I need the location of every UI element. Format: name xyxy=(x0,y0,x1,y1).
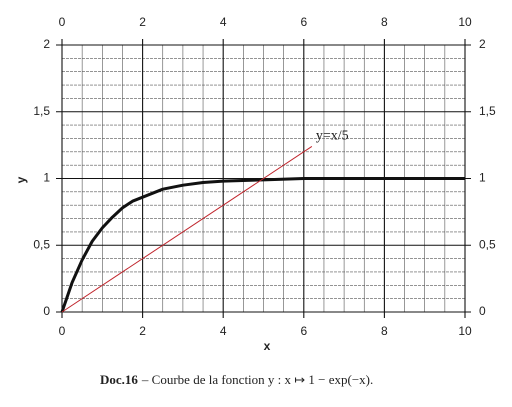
x-tick-label-top: 2 xyxy=(139,15,146,29)
y-tick-label: 1,5 xyxy=(33,104,50,118)
y-tick-label: 0,5 xyxy=(33,237,50,251)
x-tick-label-top: 4 xyxy=(220,15,227,29)
x-tick-label: 10 xyxy=(458,324,472,338)
caption-label: Doc.16 xyxy=(100,372,138,387)
y-tick-label: 0 xyxy=(43,304,50,318)
y-tick-label-right: 1,5 xyxy=(479,104,496,118)
x-tick-label-top: 8 xyxy=(381,15,388,29)
y-tick-label-right: 1 xyxy=(479,171,486,185)
x-tick-label: 2 xyxy=(139,324,146,338)
series-line xyxy=(60,177,465,313)
y-tick-label-right: 0 xyxy=(479,304,486,318)
y-axis-label: y xyxy=(14,176,28,183)
x-axis-label: x xyxy=(264,339,271,353)
caption-text: – Courbe de la fonction y : x ↦ 1 − exp(… xyxy=(141,372,373,387)
y-tick-label-right: 0,5 xyxy=(479,237,496,251)
series-line xyxy=(61,146,313,313)
x-tick-label: 6 xyxy=(300,324,307,338)
y-tick-label: 2 xyxy=(43,37,50,51)
x-tick-label-top: 0 xyxy=(59,15,66,29)
series-label: y=x/5 xyxy=(316,129,349,144)
y-tick-label: 1 xyxy=(43,171,50,185)
x-tick-label: 4 xyxy=(220,324,227,338)
caption: Doc.16– Courbe de la fonction y : x ↦ 1 … xyxy=(100,372,373,387)
y-tick-label-right: 2 xyxy=(479,37,486,51)
x-tick-label: 8 xyxy=(381,324,388,338)
x-tick-label: 0 xyxy=(59,324,66,338)
x-tick-label-top: 6 xyxy=(300,15,307,29)
x-tick-label-top: 10 xyxy=(458,15,472,29)
